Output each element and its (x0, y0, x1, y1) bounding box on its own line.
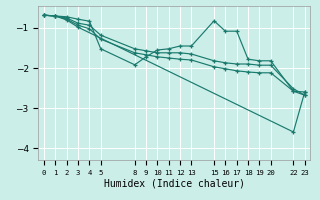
X-axis label: Humidex (Indice chaleur): Humidex (Indice chaleur) (104, 179, 245, 188)
